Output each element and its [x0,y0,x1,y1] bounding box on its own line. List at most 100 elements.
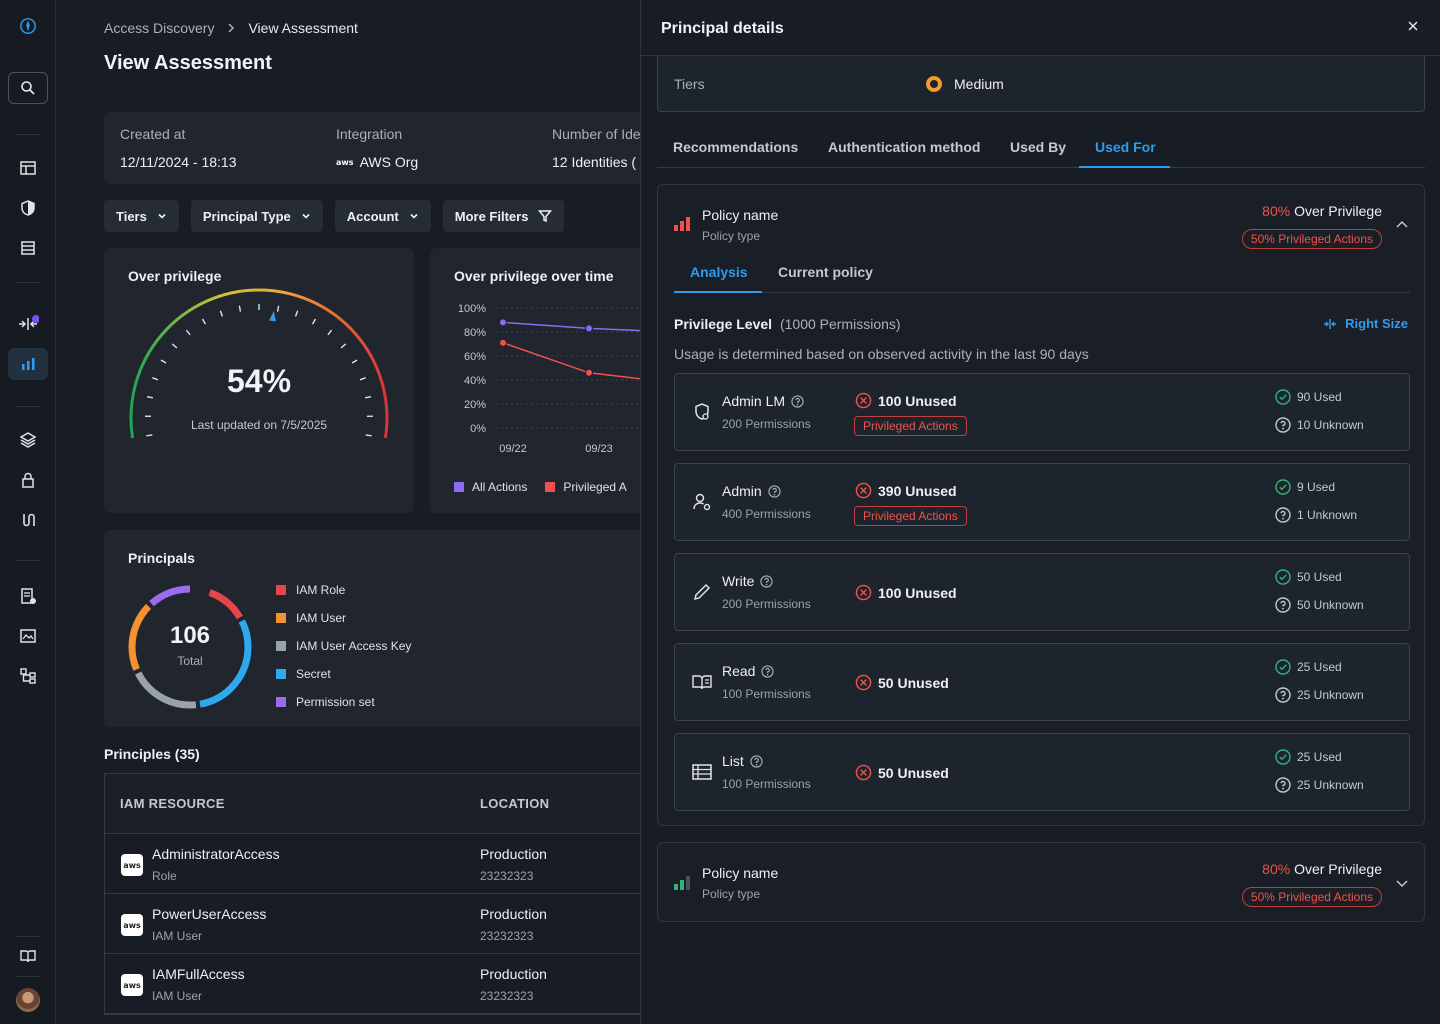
tab-authentication-method[interactable]: Authentication method [828,139,981,155]
data-point[interactable] [585,324,593,333]
legend-item: Privileged A [545,480,627,494]
principal-type-filter-button[interactable]: Principal Type [190,200,323,232]
gauge-tick [294,310,299,317]
table-row[interactable]: aws AdministratorAccess Role Production … [105,834,640,894]
flow-icon[interactable] [8,504,48,536]
series-line [502,342,640,380]
used-label: 9 Used [1297,480,1336,494]
unused-count: 100 Unused [855,584,957,601]
resource-name: IAMFullAccess [152,966,245,982]
policy-panel-collapsed[interactable]: Policy name Policy type 80% Over Privile… [657,842,1425,922]
help-icon[interactable] [761,664,775,678]
integration-name: AWS Org [359,154,419,170]
tiers-label: Tiers [674,76,705,92]
user-avatar[interactable] [8,984,48,1016]
donut-segment-permission-set [128,585,252,709]
y-tick-label: 60% [464,351,486,363]
policy-severity-bars-icon [674,217,690,231]
help-icon[interactable] [750,754,763,768]
lock-icon[interactable] [8,464,48,496]
image-icon[interactable] [8,620,48,652]
docs-book-icon[interactable] [8,940,48,972]
principals-table: IAM RESOURCE LOCATION aws AdministratorA… [104,773,640,1015]
help-icon[interactable] [768,484,781,498]
column-header-iam-resource[interactable]: IAM RESOURCE [120,796,225,811]
data-point[interactable] [585,368,593,377]
integration-label: Integration [336,126,403,142]
chevron-down-icon[interactable] [1394,875,1410,891]
permission-row-read[interactable]: Read 100 Permissions 50 Unused 25 Used 2… [674,643,1410,721]
used-count: 9 Used [1275,479,1335,495]
shield-icon[interactable] [8,192,48,224]
permission-row-write[interactable]: Write 200 Permissions 100 Unused 50 Used… [674,553,1410,631]
over-privilege-percent: 54% [226,363,292,399]
chevron-up-icon[interactable] [1394,217,1410,233]
divider [16,560,40,561]
legend-item: IAM Role [276,576,411,604]
y-tick-label: 100% [458,303,486,315]
main-content: Access Discovery View Assessment View As… [56,0,640,1024]
policy-severity-bars-icon [674,876,690,890]
table-row[interactable]: aws IAMFullAccess IAM User Production 23… [105,954,640,1014]
legend-swatch [454,482,464,492]
location: Production [480,846,547,862]
right-size-button[interactable]: Right Size [1323,316,1408,331]
permission-row-admin[interactable]: Admin 400 Permissions 390 Unused Privile… [674,463,1410,541]
y-tick-label: 0% [470,423,486,435]
gauge-tick [359,377,366,381]
permission-row-admin-lm[interactable]: Admin LM 200 Permissions 100 Unused Priv… [674,373,1410,451]
tab-used-for[interactable]: Used For [1095,139,1156,155]
unused-label: 100 Unused [878,584,957,601]
privileged-actions-badge: Privileged Actions [854,506,967,526]
data-point[interactable] [499,338,507,347]
tab-recommendations[interactable]: Recommendations [673,139,799,155]
column-header-location[interactable]: LOCATION [480,796,550,811]
permission-name: Read [722,663,775,679]
legend-swatch [276,585,286,595]
chevron-down-icon [158,213,166,219]
tab-used-by[interactable]: Used By [1010,139,1067,155]
gauge-tick [327,329,333,336]
check-circle-icon [1275,389,1291,405]
account-filter-button[interactable]: Account [334,200,431,232]
permission-count: 400 Permissions [722,507,811,521]
table-row[interactable]: aws PowerUserAccess IAM User Production … [105,894,640,954]
assessment-summary: Created at 12/11/2024 - 18:13 Integratio… [104,112,640,184]
tab-current-policy[interactable]: Current policy [778,264,873,280]
dashboard-icon[interactable] [8,152,48,184]
report-icon[interactable] [8,580,48,612]
unused-count: 100 Unused [855,392,957,409]
unused-label: 50 Unused [878,764,949,781]
layers-icon[interactable] [8,424,48,456]
donut-segment-secret [128,585,252,709]
breadcrumb-parent[interactable]: Access Discovery [104,20,215,36]
gauge-tick [146,434,153,437]
gauge-tick [351,359,358,364]
used-count: 50 Used [1275,569,1342,585]
tiers-filter-button[interactable]: Tiers [104,200,179,232]
legend-item: Permission set [276,688,411,716]
help-icon[interactable] [760,574,774,588]
aws-logo-icon: aws [121,974,143,996]
unused-label: 50 Unused [878,674,949,691]
integrations-icon[interactable] [8,308,48,340]
list-icon[interactable] [8,232,48,264]
gauge-tick [276,305,280,312]
filter-label: More Filters [454,208,529,224]
search-icon[interactable] [8,72,48,104]
gauge-tick [364,395,372,399]
over-privilege-summary: 80% Over Privilege [1262,861,1382,877]
app-logo-icon[interactable] [8,10,48,42]
legend-label: IAM User Access Key [296,639,412,653]
help-icon[interactable] [791,394,804,408]
permission-row-list[interactable]: List 100 Permissions 50 Unused 25 Used 2… [674,733,1410,811]
more-filters-button[interactable]: More Filters [442,200,565,232]
analytics-icon[interactable] [8,348,48,380]
data-point[interactable] [499,318,507,327]
close-icon[interactable] [1403,16,1423,36]
permission-label: List [722,753,744,769]
unused-count: 50 Unused [855,674,949,691]
permission-count: 200 Permissions [722,417,811,431]
hierarchy-icon[interactable] [8,660,48,692]
tab-analysis[interactable]: Analysis [690,264,748,280]
